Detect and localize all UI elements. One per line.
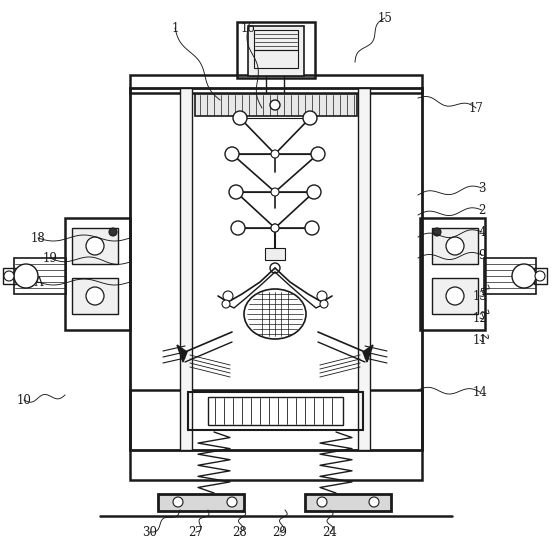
Bar <box>130 88 422 450</box>
Bar <box>305 494 391 511</box>
Text: 29: 29 <box>273 525 288 539</box>
Text: 18: 18 <box>31 231 45 245</box>
Circle shape <box>311 147 325 161</box>
Text: 10: 10 <box>17 394 31 407</box>
Text: A: A <box>34 276 42 288</box>
Circle shape <box>227 497 237 507</box>
Text: 11: 11 <box>473 334 488 347</box>
Text: 1: 1 <box>171 21 179 35</box>
Bar <box>72 228 118 264</box>
Circle shape <box>225 147 239 161</box>
Text: 15: 15 <box>377 12 392 25</box>
Bar <box>358 88 370 450</box>
Bar <box>72 278 118 314</box>
Bar <box>420 218 485 330</box>
Bar <box>180 88 192 450</box>
Circle shape <box>303 111 317 125</box>
Bar <box>484 258 536 294</box>
Text: 28: 28 <box>233 525 247 539</box>
Circle shape <box>446 287 464 305</box>
Text: 9: 9 <box>478 249 486 262</box>
Circle shape <box>231 221 245 235</box>
Bar <box>432 228 478 264</box>
Text: 27: 27 <box>188 525 203 539</box>
Text: 14: 14 <box>473 385 488 399</box>
Circle shape <box>109 228 117 236</box>
Circle shape <box>86 237 104 255</box>
Circle shape <box>535 271 545 281</box>
Text: 3: 3 <box>478 181 486 194</box>
Bar <box>130 75 422 93</box>
Bar <box>188 392 363 430</box>
Circle shape <box>4 271 14 281</box>
Circle shape <box>433 228 441 236</box>
Circle shape <box>222 300 230 308</box>
Bar <box>432 278 478 314</box>
Bar <box>237 22 315 78</box>
Circle shape <box>173 497 183 507</box>
Circle shape <box>229 185 243 199</box>
Text: 24: 24 <box>322 525 337 539</box>
Text: 13: 13 <box>473 290 488 302</box>
Text: 17: 17 <box>468 101 483 114</box>
Circle shape <box>320 300 328 308</box>
Circle shape <box>86 287 104 305</box>
Bar <box>130 390 422 480</box>
Text: 16: 16 <box>241 21 256 35</box>
Circle shape <box>271 224 279 232</box>
Bar <box>254 50 298 68</box>
Circle shape <box>307 185 321 199</box>
Bar <box>254 30 298 50</box>
Bar <box>3 268 16 284</box>
Circle shape <box>446 237 464 255</box>
Bar <box>534 268 547 284</box>
Circle shape <box>317 291 327 301</box>
Bar <box>265 248 285 260</box>
Circle shape <box>512 264 536 288</box>
Circle shape <box>271 150 279 158</box>
Circle shape <box>233 111 247 125</box>
Ellipse shape <box>244 289 306 339</box>
Circle shape <box>317 497 327 507</box>
Circle shape <box>270 100 280 110</box>
Bar <box>158 494 244 511</box>
Text: 19: 19 <box>42 251 57 264</box>
Circle shape <box>271 188 279 196</box>
Bar <box>248 26 304 76</box>
Circle shape <box>369 497 379 507</box>
Circle shape <box>223 291 233 301</box>
Polygon shape <box>177 345 187 362</box>
Circle shape <box>271 224 279 232</box>
Text: 30: 30 <box>143 525 158 539</box>
Polygon shape <box>363 345 373 362</box>
Circle shape <box>305 221 319 235</box>
Circle shape <box>14 264 38 288</box>
Bar <box>14 258 66 294</box>
Text: 4: 4 <box>478 226 486 239</box>
Circle shape <box>270 263 280 273</box>
Bar <box>65 218 130 330</box>
Text: 2: 2 <box>478 203 485 217</box>
Bar <box>208 397 343 425</box>
Bar <box>195 94 357 116</box>
Text: 12: 12 <box>473 311 488 324</box>
